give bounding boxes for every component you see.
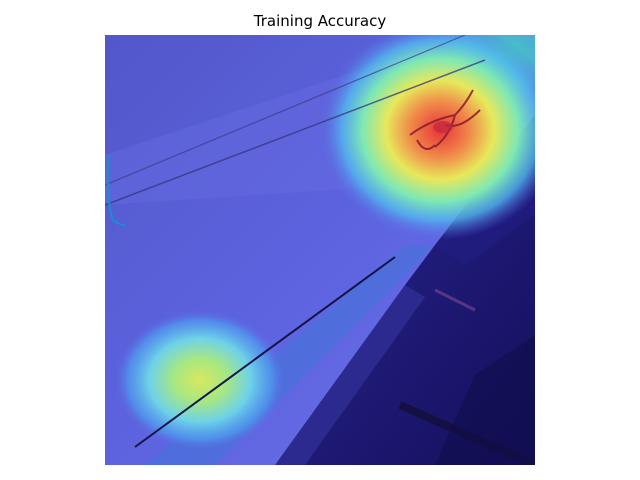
heatmap-overlay-image xyxy=(105,35,535,465)
figure-title: Training Accuracy xyxy=(253,12,387,30)
